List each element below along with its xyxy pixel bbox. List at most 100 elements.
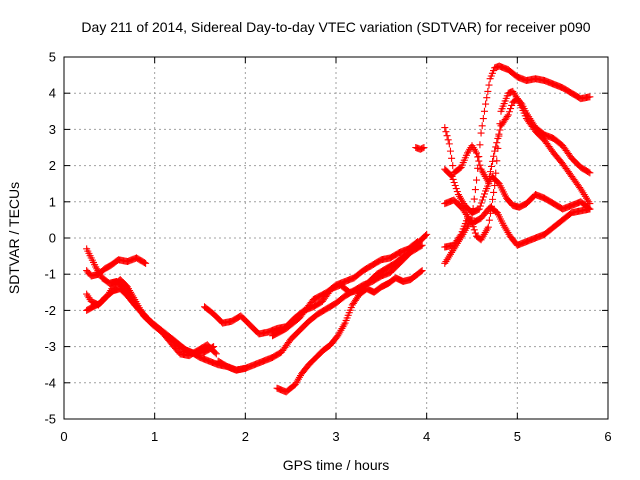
y-tick-label: -3 [44,339,56,354]
series-track-f [214,230,431,374]
data-point [468,220,476,228]
data-point [495,132,503,140]
data-point [476,161,484,169]
data-point [493,139,501,147]
data-point [585,168,593,176]
data-point [211,349,219,357]
data-point [450,178,458,186]
data-point [444,136,452,144]
data-point [484,87,492,95]
data-point [478,196,486,204]
data-point [586,93,594,101]
y-tick-labels: -5 -4 -3 -2 -1 0 1 2 3 4 5 [44,50,56,427]
data-point [467,218,475,226]
data-point [420,144,428,151]
y-tick-label: 0 [49,231,56,246]
data-point [487,163,495,171]
y-axis-label: SDTVAR / TECUs [6,182,22,294]
x-tick-label: 5 [514,429,521,444]
data-point [477,199,485,207]
data-point [449,162,457,170]
data-point [586,169,594,177]
data-point [483,94,491,102]
x-tick-label: 1 [151,429,158,444]
y-tick-label: 5 [49,50,56,65]
x-tick-label: 6 [604,429,611,444]
y-tick-label: 2 [49,158,56,173]
y-tick-label: 4 [49,86,56,101]
series-track-l [441,165,594,217]
data-point [471,186,479,194]
plot-frame [63,56,609,420]
data-point [486,168,494,176]
data-point [441,124,449,132]
data-point [469,223,477,231]
y-tick-label: 3 [49,122,56,137]
data-point [484,223,492,231]
data-point [475,205,483,213]
data-point [478,122,486,130]
data-point [507,105,515,113]
data-point [448,172,456,180]
data-point [447,171,455,179]
data-point [443,132,451,140]
data-point [140,259,148,267]
data-point [452,185,460,193]
data-point [471,229,479,237]
data-point [481,190,489,198]
series-track-n [441,87,594,251]
data-point [504,111,512,119]
data-point [476,141,484,149]
data-point [508,101,516,109]
data-point [482,100,490,108]
chart-title: Day 211 of 2014, Sidereal Day-to-day VTE… [81,19,590,35]
data-point [476,202,484,210]
data-point [412,239,420,247]
data-point [489,157,497,165]
y-tick-label: -2 [44,303,56,318]
data-point [418,267,426,275]
data-point [494,144,502,152]
data-point [487,202,495,210]
data-point [490,152,498,160]
data-point [586,200,594,208]
data-points [83,62,594,396]
y-tick-label: -4 [44,375,56,390]
data-point [442,128,450,136]
data-point [449,175,457,183]
x-tick-label: 2 [242,429,249,444]
data-point [446,147,454,155]
data-point [414,238,422,246]
data-point [423,230,431,238]
data-point [477,129,485,137]
data-point [486,209,494,217]
data-point [417,267,425,275]
data-point [492,169,500,177]
grid [64,57,608,419]
data-point [473,176,481,184]
data-point [505,108,513,116]
data-point [479,193,487,201]
y-tick-label: -5 [44,412,56,427]
x-tick-label: 4 [423,429,430,444]
data-point [475,157,483,165]
data-point [503,112,511,120]
data-point [489,195,497,203]
data-point [493,157,501,165]
data-point [485,81,493,89]
series-track-g [273,267,426,396]
data-point [445,140,453,148]
data-point [453,188,461,196]
data-point [419,144,427,152]
data-point [470,226,478,234]
data-point [474,153,482,161]
series-track-d [83,276,220,360]
data-point [491,182,499,190]
y-tick-label: 1 [49,194,56,209]
data-point [470,195,478,203]
data-point [473,149,481,157]
data-point [496,126,504,134]
x-tick-label: 3 [332,429,339,444]
data-point [142,259,150,267]
